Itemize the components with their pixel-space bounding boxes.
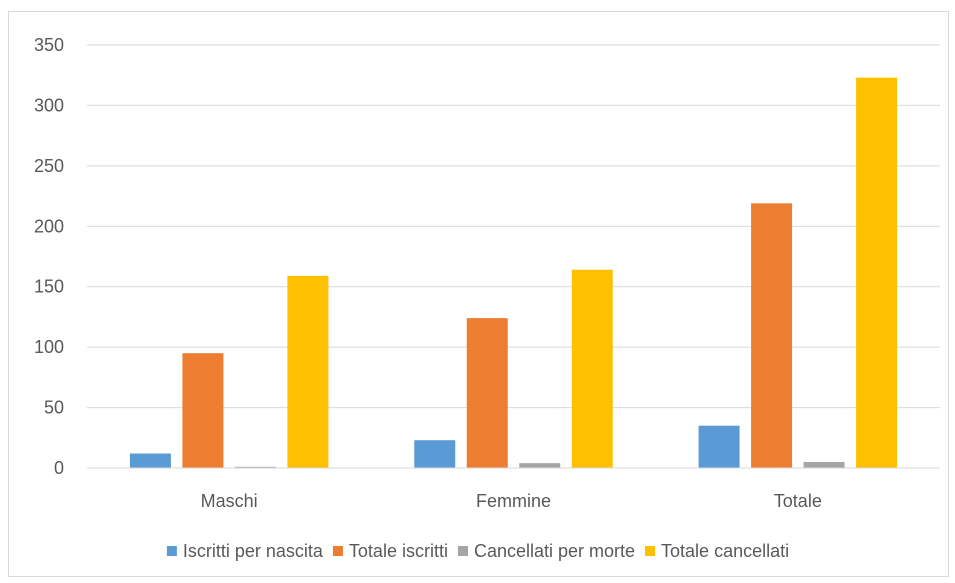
bar <box>182 353 224 468</box>
bar <box>519 463 561 468</box>
y-tick-label: 50 <box>44 398 64 418</box>
x-category-label: Femmine <box>476 491 551 511</box>
legend-label: Cancellati per morte <box>474 541 635 561</box>
y-tick-label: 200 <box>34 216 64 236</box>
bar <box>751 203 793 468</box>
bar <box>856 77 898 468</box>
y-tick-label: 350 <box>34 35 64 55</box>
x-axis-categories: Maschi Femmine Totale <box>201 491 822 511</box>
bar <box>129 453 171 468</box>
gridlines <box>87 44 940 409</box>
bar <box>414 440 456 468</box>
legend-label: Totale iscritti <box>349 541 448 561</box>
x-category-label: Totale <box>774 491 822 511</box>
legend-swatch <box>332 546 343 556</box>
y-tick-label: 250 <box>34 156 64 176</box>
y-axis-ticks: 0 50 100 150 200 250 300 350 <box>34 35 64 478</box>
y-tick-label: 0 <box>54 458 64 478</box>
x-category-label: Maschi <box>201 491 258 511</box>
legend-swatch <box>457 546 468 556</box>
legend-swatch <box>166 546 177 556</box>
bar <box>803 461 845 468</box>
bar <box>466 318 508 468</box>
y-tick-label: 300 <box>34 95 64 115</box>
legend: Iscritti per nascita Totale iscritti Cance… <box>166 541 789 561</box>
y-tick-label: 150 <box>34 277 64 297</box>
bar <box>571 269 613 468</box>
bars <box>129 77 898 468</box>
bar <box>287 275 329 468</box>
legend-label: Iscritti per nascita <box>183 541 324 561</box>
bar <box>698 425 740 468</box>
legend-label: Totale cancellati <box>661 541 789 561</box>
y-tick-label: 100 <box>34 337 64 357</box>
legend-swatch <box>645 546 656 556</box>
bar <box>234 466 276 468</box>
